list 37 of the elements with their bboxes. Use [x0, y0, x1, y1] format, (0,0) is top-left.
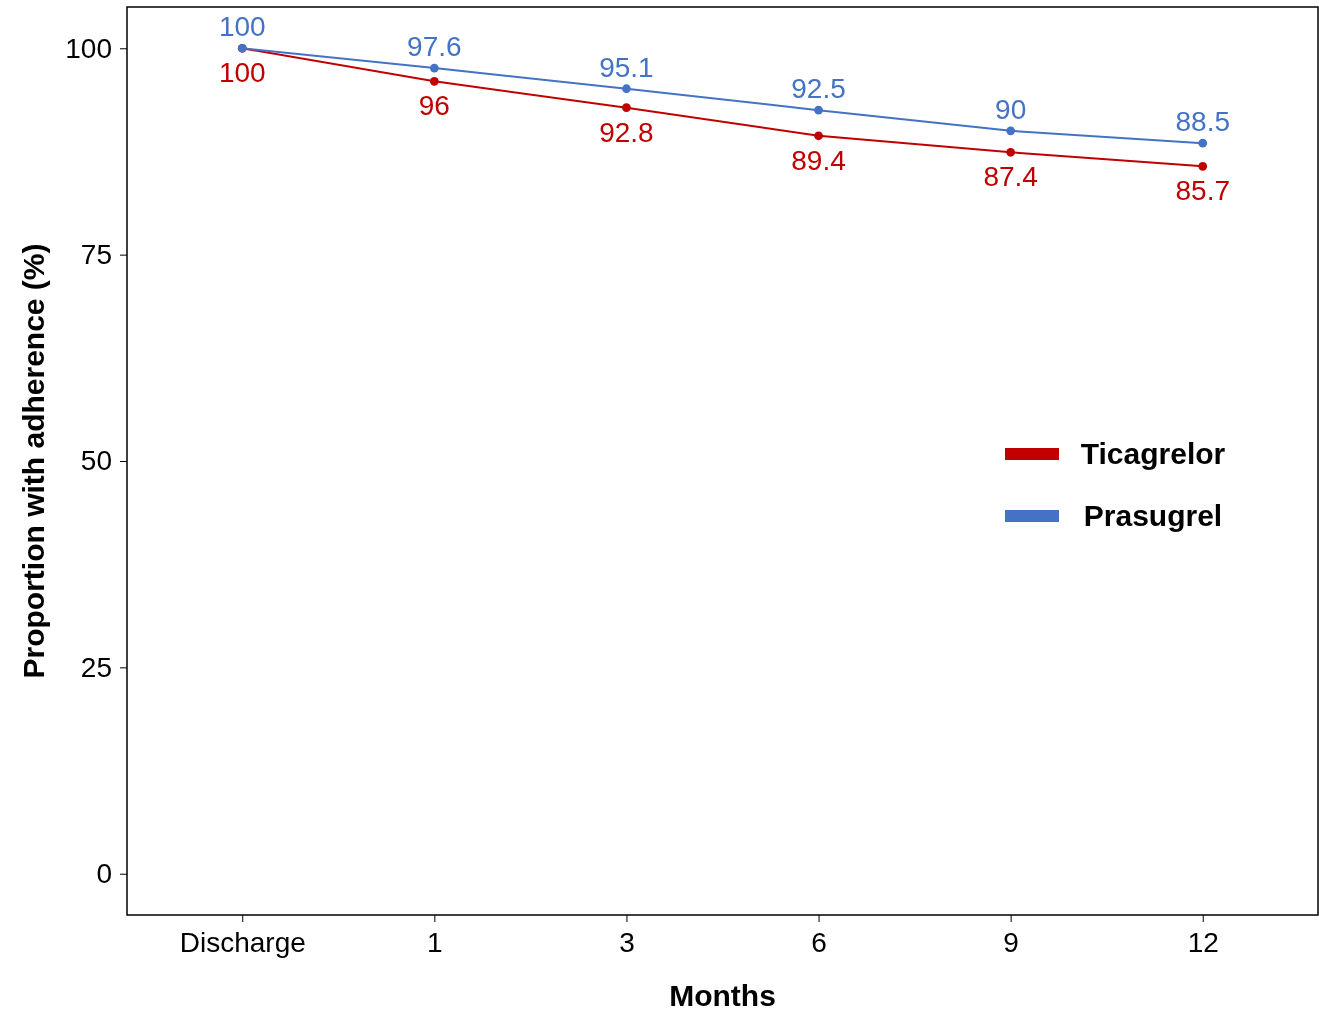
- point: [1198, 138, 1208, 148]
- data-label: 96: [418, 90, 450, 122]
- x-tick-label: 1: [427, 926, 443, 958]
- y-tick-label: 100: [65, 32, 112, 64]
- x-tick-label: 6: [811, 926, 827, 958]
- x-tick-label: 12: [1187, 926, 1219, 958]
- data-label: 97.6: [407, 31, 462, 63]
- data-label: 87.4: [983, 161, 1038, 193]
- data-label: 90: [995, 93, 1027, 125]
- x-tick-label: 9: [1003, 926, 1019, 958]
- data-label: 85.7: [1175, 175, 1230, 207]
- legend-label: Ticagrelor: [1080, 437, 1226, 470]
- point: [1198, 161, 1208, 171]
- y-axis-title: Proportion with adherence (%): [17, 243, 50, 679]
- y-tick-label: 25: [80, 651, 112, 683]
- data-label: 100: [218, 11, 266, 43]
- data-label: 89.4: [791, 144, 846, 176]
- data-label: 92.8: [599, 116, 654, 148]
- point: [429, 76, 439, 86]
- point: [814, 131, 823, 141]
- x-tick-label: Discharge: [179, 926, 306, 958]
- point: [622, 84, 631, 94]
- y-tick-label: 50: [80, 445, 112, 477]
- data-label: 95.1: [599, 51, 654, 83]
- point: [622, 103, 631, 113]
- data-label: 100: [218, 57, 266, 89]
- y-tick-label: 0: [96, 858, 112, 890]
- point: [1006, 126, 1016, 136]
- point: [429, 63, 439, 73]
- x-tick-label: 3: [619, 926, 635, 958]
- point: [1006, 147, 1016, 157]
- data-label: 92.5: [791, 73, 846, 105]
- point: [814, 105, 823, 115]
- data-label: 88.5: [1175, 106, 1230, 138]
- y-tick-label: 75: [80, 239, 112, 271]
- x-axis-title: Months: [669, 979, 776, 1012]
- legend-label: Prasugrel: [1083, 499, 1223, 532]
